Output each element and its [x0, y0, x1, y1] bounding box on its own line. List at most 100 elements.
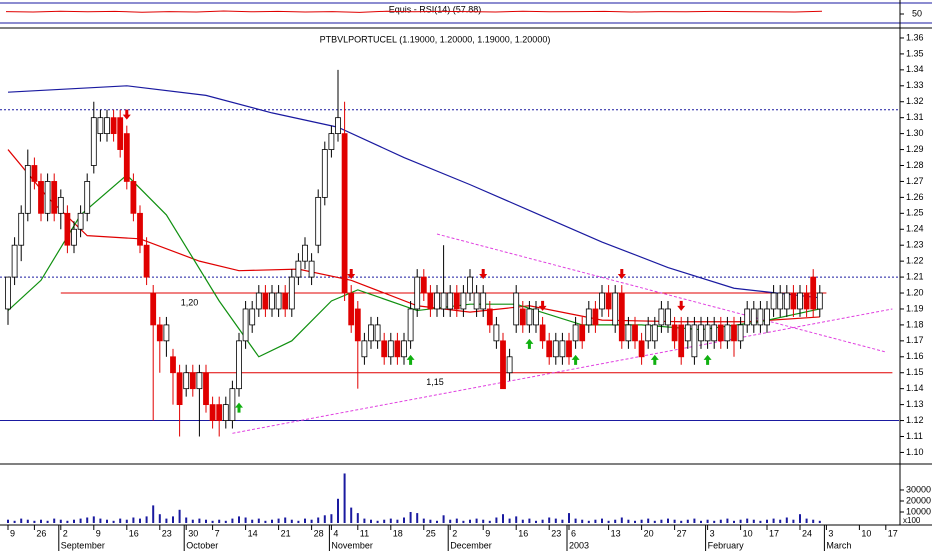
candle-body	[612, 292, 619, 326]
volume-bar	[812, 519, 815, 523]
volume-bar	[568, 513, 570, 523]
candle-body	[566, 340, 572, 358]
y-tick-label: 1.22	[906, 256, 924, 266]
candle-body	[605, 292, 612, 310]
x-tick-label: 13	[611, 528, 621, 538]
candle-body	[209, 404, 216, 421]
candle-body	[64, 212, 71, 246]
candle-body	[480, 292, 487, 310]
x-tick-label: 25	[426, 528, 436, 538]
volume-tick-label: 20000	[906, 495, 931, 505]
volume-bar	[330, 514, 333, 523]
volume-bar	[106, 519, 108, 523]
candle-body	[196, 372, 203, 390]
trendline	[436, 233, 886, 353]
x-tick-label: 23	[551, 528, 561, 538]
volume-bar	[185, 517, 188, 523]
candle-body	[143, 244, 150, 278]
volume-bar	[686, 519, 689, 523]
volume-bar	[59, 519, 62, 523]
candle-body	[493, 324, 500, 342]
candle-body	[638, 340, 645, 358]
volume-bar	[403, 517, 405, 523]
volume-bar	[13, 520, 16, 523]
volume-bar	[191, 519, 194, 523]
y-tick-label: 1.17	[906, 335, 924, 345]
volume-bar	[73, 519, 75, 523]
candle-body	[302, 244, 308, 262]
buy-arrow	[571, 354, 580, 365]
candle-body	[783, 292, 790, 310]
candle-body	[117, 117, 124, 150]
x-tick-label: 2	[63, 528, 68, 538]
candle-body	[618, 292, 625, 342]
y-tick-label: 1.32	[906, 96, 924, 106]
volume-bar	[33, 520, 36, 523]
volume-bar	[673, 519, 676, 523]
volume-bar	[508, 518, 511, 523]
y-tick-label: 1.19	[906, 303, 924, 313]
volume-bar	[165, 518, 168, 523]
volume-bar	[396, 519, 399, 523]
trendline	[232, 308, 893, 434]
volume-bar	[356, 513, 359, 523]
candle-body	[57, 196, 64, 214]
y-tick-label: 1.35	[906, 48, 924, 58]
candle-body	[255, 292, 262, 310]
candle-body	[533, 308, 539, 326]
volume-bar	[244, 517, 247, 523]
volume-bar	[46, 520, 49, 523]
candle-body	[678, 324, 685, 358]
volume-bar	[376, 520, 379, 523]
candle-body	[183, 372, 190, 390]
candle-body	[288, 276, 295, 310]
volume-bar	[713, 520, 716, 523]
candle-body	[711, 324, 718, 342]
volume-bar	[726, 518, 729, 523]
candle-body	[453, 292, 460, 310]
candle-body	[130, 181, 137, 214]
candle-body	[361, 340, 368, 358]
volume-bar	[198, 518, 201, 523]
x-tick-label: 10	[743, 528, 753, 538]
candle-body	[137, 212, 143, 246]
candle-body	[348, 292, 355, 326]
buy-arrow	[525, 338, 534, 349]
volume-bar	[462, 520, 465, 523]
y-tick-label: 1.12	[906, 415, 924, 425]
moving-average	[7, 85, 820, 299]
candle-body	[104, 117, 110, 135]
candle-body	[387, 340, 394, 358]
candle-body	[724, 324, 731, 342]
candle-body	[770, 292, 777, 310]
volume-bar	[766, 519, 768, 523]
volume-bar	[488, 520, 491, 523]
volume-bar	[607, 520, 610, 523]
volume-bar	[528, 518, 531, 523]
candle-body	[632, 324, 638, 342]
x-tick-label: 26	[36, 528, 46, 538]
y-tick-label: 1.27	[906, 176, 924, 186]
volume-bar	[350, 507, 353, 523]
y-tick-label: 1.20	[906, 287, 924, 297]
candle-body	[506, 356, 513, 374]
volume-bar	[422, 518, 425, 523]
candle-body	[750, 308, 757, 326]
y-tick-label: 1.26	[906, 192, 924, 202]
candle-body	[625, 324, 632, 342]
buy-arrow	[703, 354, 712, 365]
candle-body	[315, 196, 322, 246]
buy-arrow	[650, 354, 659, 365]
volume-bar	[733, 520, 735, 523]
x-tick-label: 3	[710, 528, 715, 538]
volume-bar	[317, 517, 320, 523]
volume-bar	[132, 517, 135, 523]
volume-bar	[779, 519, 782, 523]
y-tick-label: 1.18	[906, 319, 924, 329]
x-tick-label: 20	[644, 528, 654, 538]
volume-bar	[792, 519, 795, 523]
x-tick-label: 7	[215, 528, 220, 538]
candle-body	[335, 117, 341, 135]
volume-bar	[370, 519, 372, 523]
volume-bar	[640, 519, 643, 523]
